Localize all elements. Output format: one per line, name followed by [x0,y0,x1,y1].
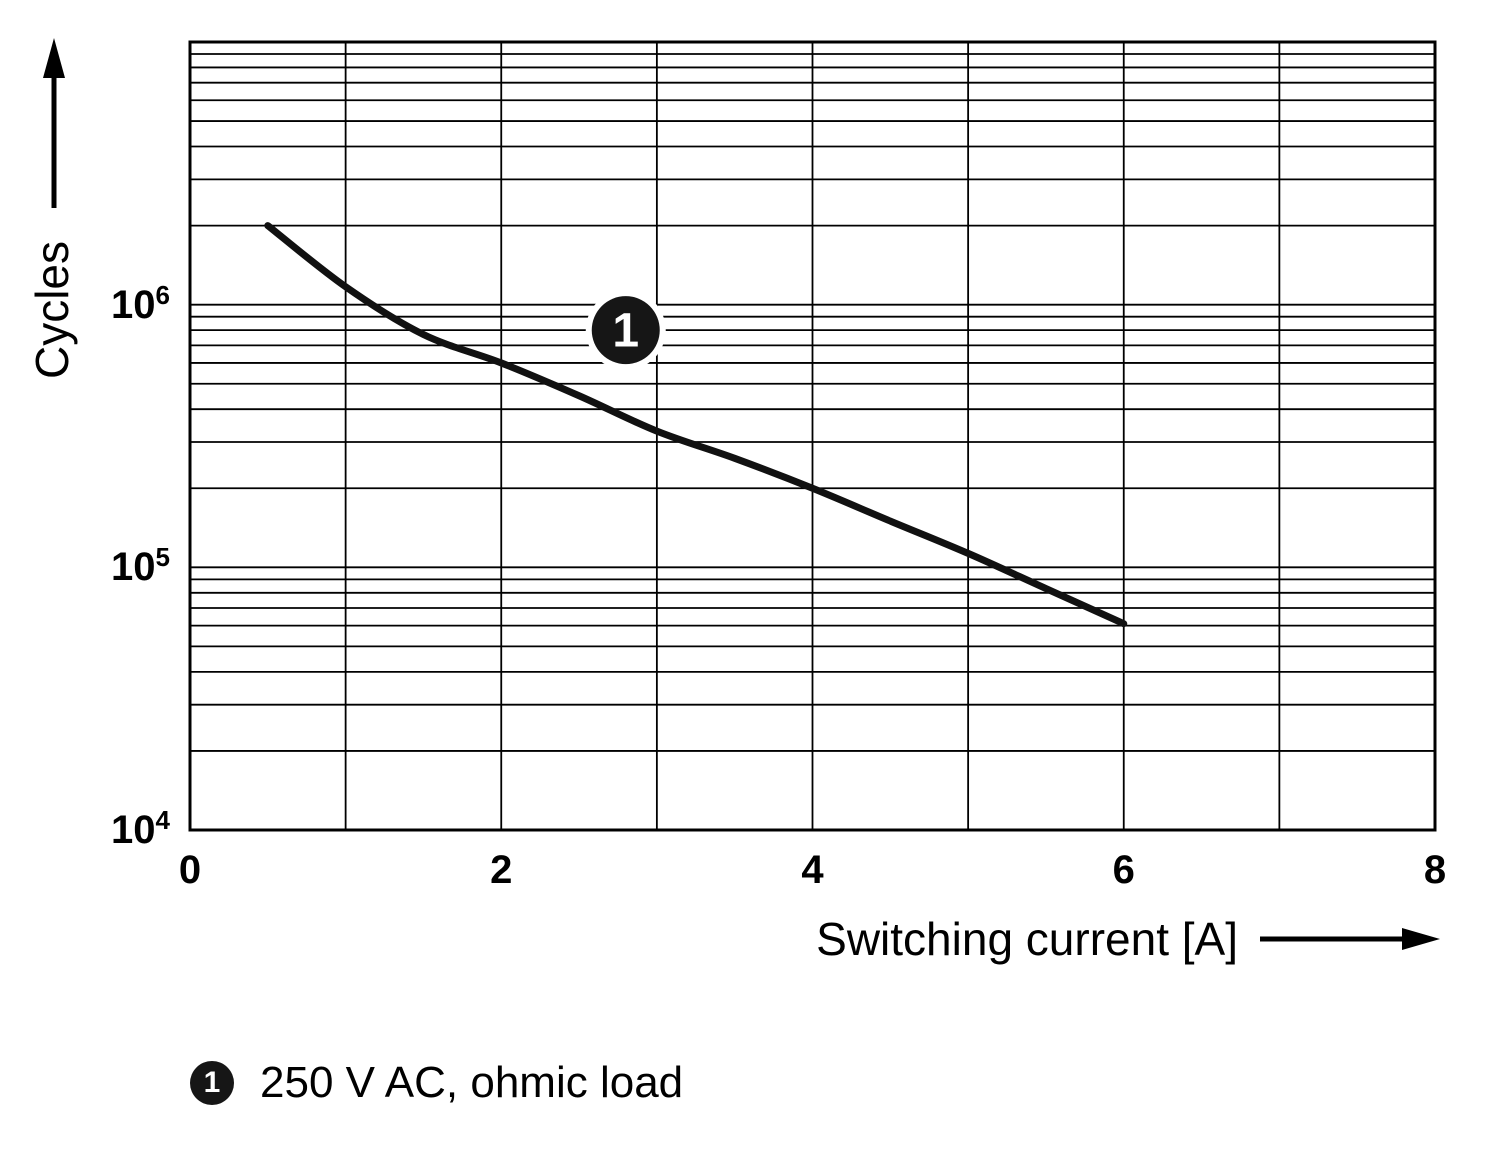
curve-marker-1: 1 [585,290,666,371]
grid-lines [190,42,1435,830]
x-tick-2: 2 [490,848,513,892]
x-tick-0: 0 [178,848,202,892]
y-tick-10e4: 104 [111,805,170,852]
x-axis-title-text: Switching current [A] [816,913,1238,965]
plot-border [188,40,1437,832]
series-line-1 [264,222,1128,628]
y-axis-arrow-icon [43,38,65,208]
x-axis-title: Switching current [A] [0,912,1440,966]
x-tick-4: 4 [801,848,824,892]
y-tick-10e6: 106 [111,279,170,327]
svg-text:1: 1 [612,305,639,358]
legend: 1 250 V AC, ohmic load [190,1058,683,1108]
y-tick-10e5: 105 [111,542,170,590]
x-tick-6: 6 [1112,848,1135,892]
legend-marker-label: 1 [203,1066,221,1099]
legend-marker-badge: 1 [190,1061,234,1105]
legend-text: 250 V AC, ohmic load [260,1058,684,1107]
x-tick-8: 8 [1423,848,1447,892]
x-axis-arrow-icon [1260,928,1440,950]
